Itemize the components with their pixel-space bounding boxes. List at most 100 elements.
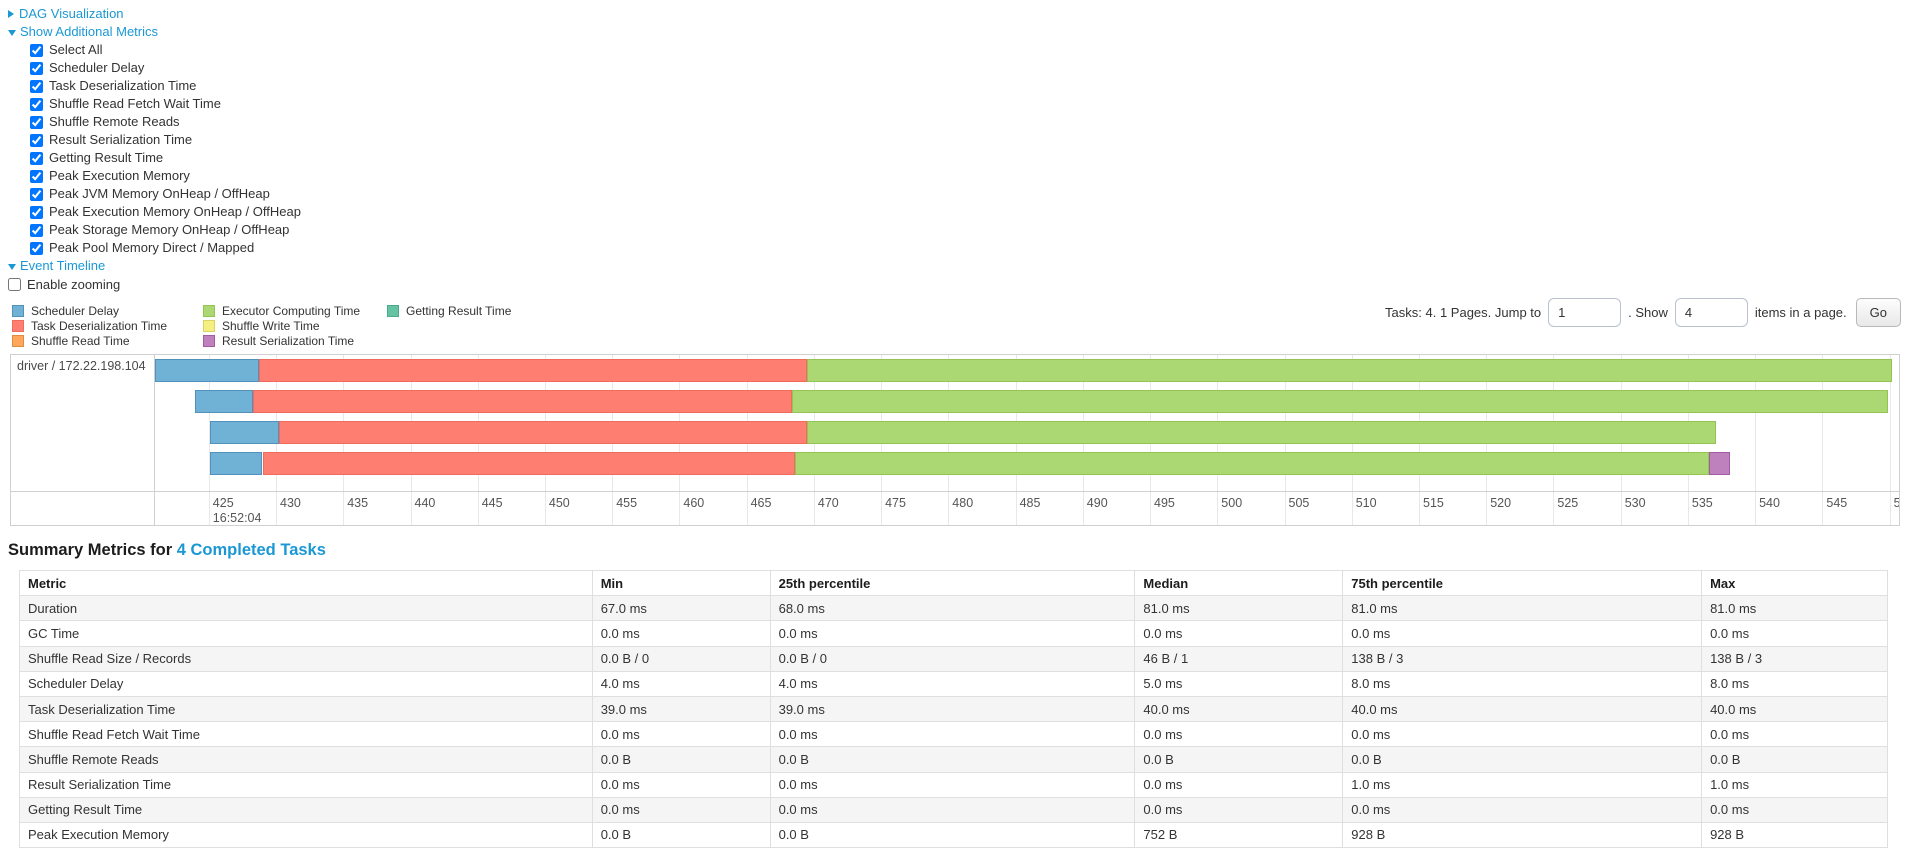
axis-gridline	[1822, 355, 1824, 525]
axis-tick-label: 510	[1355, 496, 1377, 510]
task-4-segment-result-serialization[interactable]	[1709, 452, 1730, 475]
metric-checkbox-label: Peak Storage Memory OnHeap / OffHeap	[49, 222, 290, 237]
go-button[interactable]: Go	[1855, 298, 1901, 327]
pagination-show-text: . Show	[1628, 305, 1668, 320]
metric-option-peak-execution-memory-onheap-offheap: Peak Execution Memory OnHeap / OffHeap	[30, 203, 301, 221]
metric-value-cell: 0.0 ms	[1701, 620, 1888, 647]
task-3-segment-task-deserialization[interactable]	[278, 421, 808, 444]
task-2-segment-executor-computing[interactable]	[792, 390, 1889, 413]
metric-checkbox-shuffle-read-fetch-wait-time[interactable]	[30, 97, 43, 111]
legend-swatch-getting-result	[387, 304, 399, 317]
metric-value-cell: 0.0 B	[1134, 746, 1344, 773]
task-1-segment-task-deserialization[interactable]	[258, 359, 808, 382]
axis-tick-label: 445	[481, 496, 503, 510]
show-additional-metrics-toggle[interactable]: Show Additional Metrics	[8, 23, 301, 41]
task-4-segment-scheduler-delay[interactable]	[210, 452, 263, 475]
legend-label: Result Serialization Time	[222, 333, 355, 348]
expanded-arrow-icon	[8, 264, 16, 270]
metric-value-cell: 0.0 B	[769, 746, 1136, 773]
metric-checkbox-label: Select All	[49, 42, 103, 57]
metric-value-cell: 0.0 ms	[1701, 796, 1888, 823]
metric-option-shuffle-read-fetch-wait-time: Shuffle Read Fetch Wait Time	[30, 95, 301, 113]
metrics-checkbox-list: Select All Scheduler Delay Task Deserializ…	[8, 41, 301, 257]
items-per-page-input[interactable]	[1674, 298, 1748, 327]
event-timeline-link[interactable]: Event Timeline	[20, 258, 106, 273]
metric-value-cell: 0.0 ms	[1134, 771, 1344, 798]
metric-checkbox-peak-pool-memory-direct-mapped[interactable]	[30, 241, 43, 255]
metric-value-cell: 81.0 ms	[1701, 595, 1888, 622]
metric-checkbox-getting-result-time[interactable]	[30, 151, 43, 165]
metric-name-cell: Shuffle Read Fetch Wait Time	[19, 721, 593, 748]
metric-name-cell: Shuffle Remote Reads	[19, 746, 593, 773]
task-4-segment-executor-computing[interactable]	[795, 452, 1710, 475]
metric-value-cell: 0.0 B / 0	[591, 645, 771, 672]
metric-value-cell: 0.0 B	[769, 821, 1136, 849]
axis-tick-label: 550	[1893, 496, 1899, 510]
axis-tick-label: 515	[1423, 496, 1444, 510]
metric-option-peak-storage-memory-onheap-offheap: Peak Storage Memory OnHeap / OffHeap	[30, 221, 301, 239]
metric-checkbox-label: Task Deserialization Time	[49, 78, 197, 93]
metric-checkbox-peak-execution-memory-onheap-offheap[interactable]	[30, 205, 43, 219]
task-2-segment-scheduler-delay[interactable]	[195, 390, 254, 413]
metric-value-cell: 1.0 ms	[1342, 771, 1703, 798]
metric-checkbox-peak-jvm-memory-onheap-offheap[interactable]	[30, 187, 43, 201]
expanded-arrow-icon	[8, 30, 16, 36]
metric-value-cell: 928 B	[1342, 821, 1703, 849]
metric-value-cell: 46 B / 1	[1134, 645, 1344, 672]
metric-checkbox-label: Shuffle Read Fetch Wait Time	[49, 96, 221, 111]
task-4-segment-task-deserialization[interactable]	[262, 452, 796, 475]
metric-checkbox-label: Result Serialization Time	[49, 132, 193, 147]
axis-tick-label: 465	[750, 496, 772, 510]
dag-visualization-link[interactable]: DAG Visualization	[19, 6, 124, 21]
axis-tick-label: 470	[817, 496, 839, 510]
metric-checkbox-label: Peak Pool Memory Direct / Mapped	[49, 240, 255, 255]
metric-checkbox-result-serialization-time[interactable]	[30, 133, 43, 147]
axis-tick-label: 500	[1221, 496, 1243, 510]
metric-value-cell: 4.0 ms	[769, 670, 1136, 697]
jump-to-page-input[interactable]	[1548, 298, 1622, 327]
metric-value-cell: 40.0 ms	[1701, 695, 1888, 723]
task-3-segment-executor-computing[interactable]	[807, 421, 1717, 444]
axis-tick-label: 525	[1557, 496, 1579, 510]
enable-zooming-checkbox[interactable]	[8, 277, 21, 291]
axis-tick-label: 545	[1826, 496, 1848, 510]
metric-checkbox-select-all[interactable]	[30, 43, 43, 57]
axis-tick-label: 495	[1154, 496, 1175, 510]
legend-item-getting-result-time: Getting Result Time	[387, 304, 511, 318]
metric-value-cell: 0.0 ms	[591, 620, 771, 647]
task-1-segment-scheduler-delay[interactable]	[155, 359, 259, 382]
metric-value-cell: 0.0 ms	[769, 771, 1136, 798]
metric-checkbox-task-deserialization-time[interactable]	[30, 79, 43, 93]
legend-label: Executor Computing Time	[222, 303, 361, 318]
task-2-segment-task-deserialization[interactable]	[253, 390, 793, 413]
axis-gridline	[1755, 355, 1757, 525]
completed-tasks-link[interactable]: 4 Completed Tasks	[176, 541, 326, 559]
metric-value-cell: 752 B	[1134, 821, 1344, 849]
dag-visualization-toggle[interactable]: DAG Visualization	[8, 5, 301, 23]
metric-name-cell: Scheduler Delay	[19, 670, 593, 697]
metric-value-cell: 67.0 ms	[591, 595, 771, 622]
metric-option-peak-jvm-memory-onheap-offheap: Peak JVM Memory OnHeap / OffHeap	[30, 185, 301, 203]
timeline-plot-area: 425 16:52:04 430 435 440 445 450 455 460 465 470 47…	[155, 355, 1899, 525]
axis-tick-label: 505	[1288, 496, 1310, 510]
metric-checkbox-peak-execution-memory[interactable]	[30, 169, 43, 183]
axis-tick-label: 520	[1490, 496, 1512, 510]
metric-checkbox-peak-storage-memory-onheap-offheap[interactable]	[30, 223, 43, 237]
legend-swatch-shuffle-write	[203, 319, 215, 332]
task-3-segment-scheduler-delay[interactable]	[210, 421, 279, 444]
metric-checkbox-scheduler-delay[interactable]	[30, 61, 43, 75]
metric-value-cell: 39.0 ms	[769, 695, 1136, 723]
metric-value-cell: 0.0 B	[591, 821, 771, 849]
metric-checkbox-shuffle-remote-reads[interactable]	[30, 115, 43, 129]
event-timeline-toggle[interactable]: Event Timeline	[8, 257, 301, 275]
metric-value-cell: 0.0 ms	[591, 771, 771, 798]
show-additional-metrics-link[interactable]: Show Additional Metrics	[20, 24, 159, 39]
table-row-gc-time: GC Time 0.0 ms 0.0 ms 0.0 ms 0.0 ms 0.0 ms	[19, 620, 1888, 647]
metric-value-cell: 0.0 ms	[769, 796, 1136, 823]
pagination-suffix-text: items in a page.	[1754, 305, 1847, 320]
metric-value-cell: 0.0 ms	[1342, 620, 1703, 647]
legend-swatch-executor-computing	[203, 304, 215, 317]
metric-option-getting-result-time: Getting Result Time	[30, 149, 301, 167]
task-1-segment-executor-computing[interactable]	[807, 359, 1893, 382]
